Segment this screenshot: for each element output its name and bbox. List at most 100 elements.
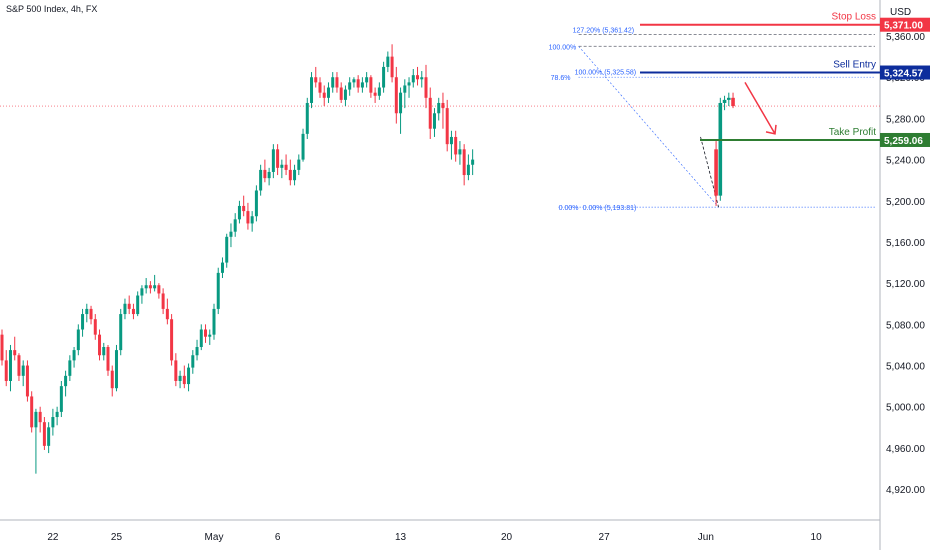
candle-body (462, 149, 466, 176)
candle-body (399, 92, 403, 114)
y-tick-label: 5,360.00 (886, 32, 925, 43)
candle-body (123, 303, 127, 315)
candle-body (174, 360, 178, 381)
candle-body (98, 334, 102, 356)
candle-body (271, 149, 275, 172)
candle-body (348, 82, 352, 90)
candle-body (369, 77, 373, 93)
fib-label: 78.6% (551, 75, 571, 82)
candle-body (140, 288, 144, 296)
candle-body (322, 92, 326, 98)
candle-body (714, 149, 718, 196)
price-badge-label: 5,371.00 (884, 21, 923, 32)
candle-body (170, 319, 174, 361)
candle-body (144, 285, 148, 289)
candle-body (263, 169, 267, 179)
candle-body (360, 82, 364, 88)
x-tick-label: 20 (501, 532, 513, 543)
candle-body (153, 285, 157, 289)
fib-label: 0.00% (559, 205, 579, 212)
candle-body (127, 303, 131, 309)
candle-body (365, 77, 369, 83)
candle-body (276, 149, 280, 168)
y-tick-label: 5,120.00 (886, 279, 925, 290)
chart-title: S&P 500 Index, 4h, FX (6, 4, 98, 14)
candle-body (386, 56, 390, 67)
y-tick-label: 5,160.00 (886, 238, 925, 249)
candle-body (195, 347, 199, 356)
candle-body (242, 205, 246, 212)
x-tick-label: 22 (47, 532, 59, 543)
candle-body (64, 375, 68, 387)
candle-body (416, 75, 420, 80)
candle-body (432, 113, 436, 129)
candle-body (157, 285, 161, 294)
fib-trendline (578, 46, 719, 208)
candle-body (310, 77, 314, 103)
candle-body (237, 205, 241, 220)
candle-body (318, 82, 322, 93)
x-tick-label: 25 (111, 532, 123, 543)
candle-body (199, 329, 203, 348)
candle-body (718, 102, 723, 196)
candle-body (420, 77, 424, 80)
candle-body (335, 77, 339, 88)
candle-body (114, 350, 118, 389)
candle-body (466, 164, 470, 176)
candle-body (225, 236, 229, 263)
candle-body (191, 355, 195, 368)
candle-body (42, 422, 46, 446)
candle-body (72, 350, 76, 361)
x-tick-label: 27 (599, 532, 611, 543)
candle-body (216, 272, 220, 309)
candle-body (458, 149, 462, 155)
candle-body (55, 411, 59, 418)
candle-body (356, 79, 360, 88)
candle-body (288, 169, 292, 181)
candle-body (284, 164, 288, 170)
candle-body (373, 92, 377, 96)
price-badge-label: 5,259.06 (884, 136, 923, 147)
candle-body (165, 308, 169, 320)
candle-body (293, 169, 297, 181)
candle-body (68, 360, 72, 376)
trade-level-name: Sell Entry (833, 60, 876, 71)
y-tick-label: 4,960.00 (886, 444, 925, 455)
candle-body (394, 77, 398, 114)
candle-body (343, 89, 347, 100)
y-tick-label: 5,040.00 (886, 362, 925, 373)
candle-body (17, 355, 21, 376)
candle-body (131, 308, 135, 315)
fib-label: 127.20% (5,361.42) (573, 28, 635, 35)
projection-arrowhead (765, 124, 777, 135)
candle-body (339, 87, 343, 100)
trade-level-name: Take Profit (829, 127, 876, 138)
x-tick-label: 13 (395, 532, 407, 543)
candle-body (424, 77, 428, 98)
candle-body (403, 85, 407, 93)
candle-body (454, 136, 458, 155)
candle-body (437, 102, 441, 114)
fib-label: 100.00% (549, 44, 577, 51)
candle-body (722, 99, 727, 103)
projection-arrow (744, 81, 776, 135)
candle-body (4, 360, 8, 381)
candle-body (280, 164, 284, 168)
candle-body (382, 66, 386, 88)
price-badge (880, 17, 930, 32)
candle-body (148, 285, 152, 289)
candle-body (390, 56, 394, 78)
candle-body (34, 411, 38, 428)
candle-body (178, 375, 182, 381)
candle-body (59, 386, 63, 412)
candle-body (445, 108, 449, 145)
candle-body (106, 347, 110, 371)
candle-body (119, 314, 123, 351)
candle-body (212, 308, 216, 335)
x-tick-label: 10 (811, 532, 823, 543)
candle-body (428, 97, 432, 129)
y-tick-label: 4,920.00 (886, 485, 925, 496)
candle-body (259, 169, 263, 191)
